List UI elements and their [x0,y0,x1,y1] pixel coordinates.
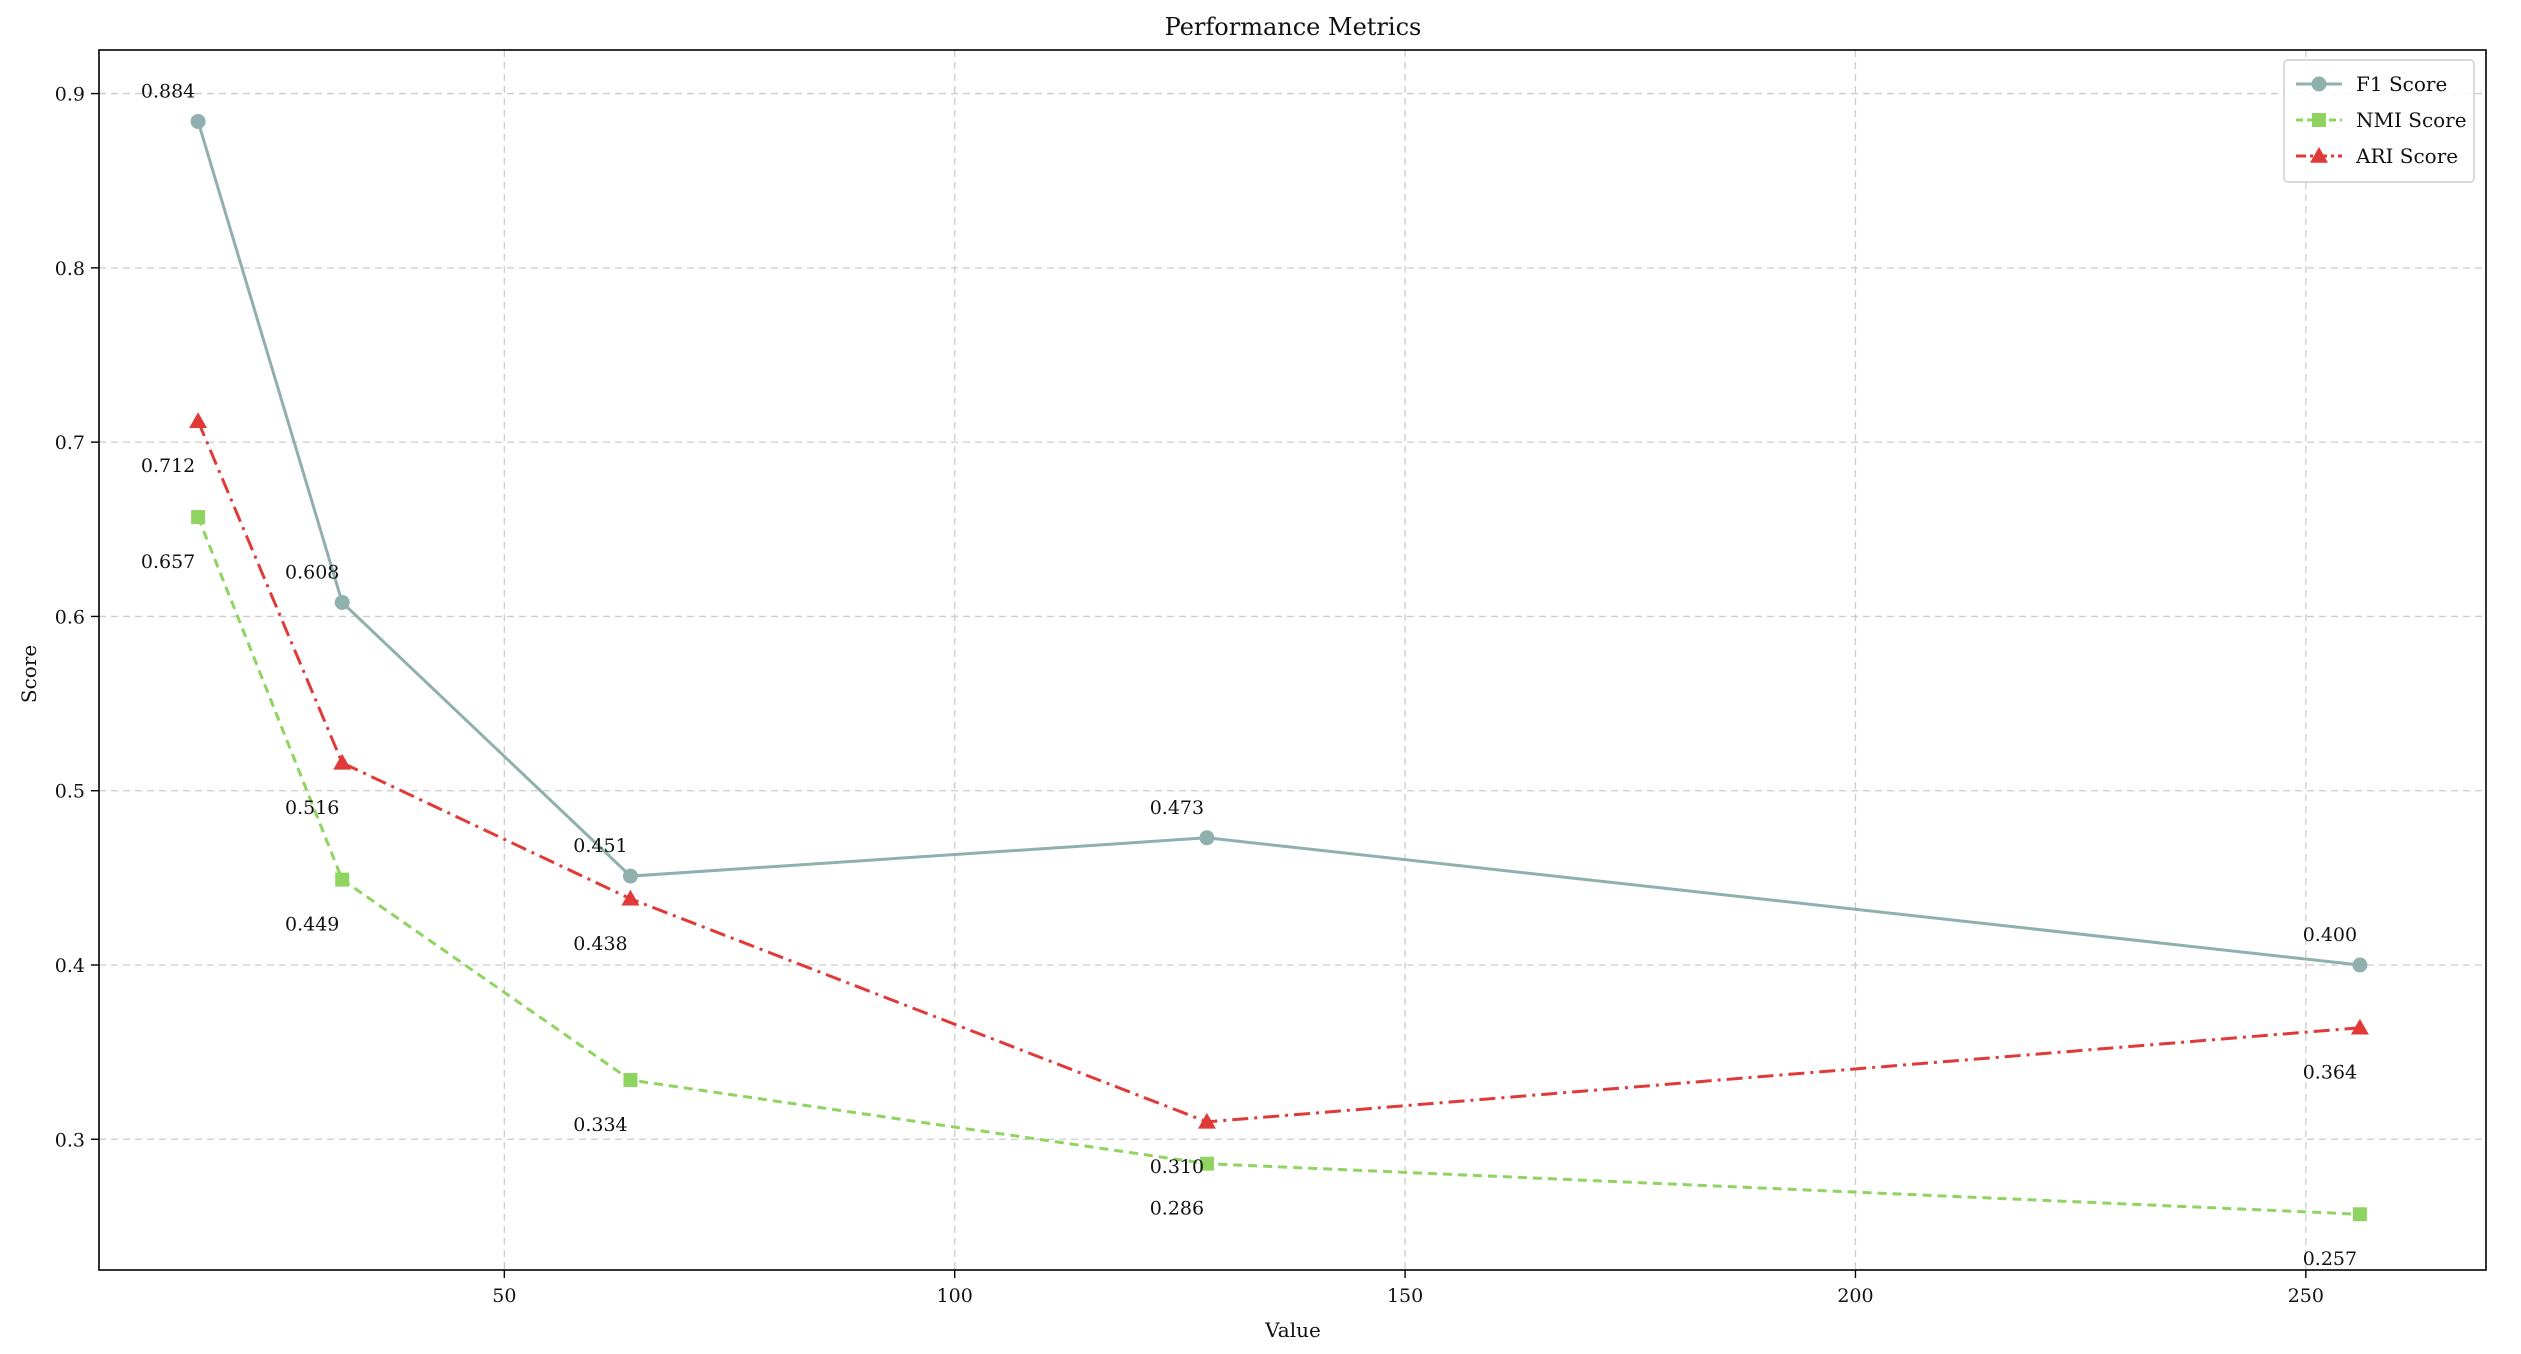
nmi-score-data-label: 0.286 [1150,1198,1204,1220]
nmi-score-point [623,1073,638,1088]
legend-item-f1-score: F1 Score [2296,72,2447,96]
nmi-score-point [1199,1156,1214,1171]
ari-score-point [189,412,208,428]
y-tick-label: 0.5 [55,781,85,803]
legend-item-ari-score: ARI Score [2296,144,2458,168]
x-tick-label: 100 [937,1285,973,1307]
x-tick-label: 250 [2288,1285,2324,1307]
nmi-score-data-label: 0.334 [573,1114,627,1136]
f1-score-line [196,121,2361,967]
legend-item-nmi-score: NMI Score [2296,108,2467,132]
chart-title: Performance Metrics [1165,13,1422,41]
legend-label-f1-score: F1 Score [2356,72,2447,96]
ari-score-series [189,412,2369,1129]
f1-score-data-label: 0.884 [141,80,195,102]
nmi-score-line [196,516,2360,1216]
nmi-score-point [335,872,350,887]
f1-score-point [1199,830,1215,846]
x-tick-label: 150 [1387,1285,1423,1307]
legend-box [2283,59,2475,183]
ari-score-data-label: 0.438 [573,933,627,955]
legend-label-ari-score: ARI Score [2355,144,2458,168]
y-axis-label: Score [17,645,41,703]
f1-score-point [622,868,638,884]
legend-marker-nmi-score [2312,113,2326,127]
legend-label-nmi-score: NMI Score [2356,108,2467,132]
axis-ticks: 50 100 150 200 250 0.3 0.4 0.5 0.6 0.7 0.8 0.9 [55,84,2324,1307]
legend-marker-ari-score [2310,147,2328,163]
ari-score-point [1197,1112,1216,1129]
series-layer [189,113,2369,1222]
ari-score-point [333,753,352,770]
f1-score-point [2352,957,2368,973]
nmi-score-data-label: 0.657 [141,551,195,573]
nmi-score-data-label: 0.449 [285,914,339,936]
ari-score-point [621,889,640,906]
ari-score-data-label: 0.364 [2303,1062,2357,1084]
f1-score-point [334,594,350,610]
f1-score-point [190,113,206,129]
y-tick-label: 0.3 [55,1129,85,1151]
f1-score-data-label: 0.400 [2303,924,2357,946]
grid [99,50,2486,1270]
nmi-score-point [191,510,206,525]
y-tick-label: 0.7 [55,432,85,454]
legend: F1 Score NMI Score ARI Score [2283,59,2475,183]
y-tick-label: 0.9 [55,84,85,106]
data-labels: 0.884 0.608 0.451 0.473 0.400 0.657 0.449 0.334… [141,80,2357,1270]
x-tick-label: 200 [1837,1285,1873,1307]
y-tick-label: 0.8 [55,258,85,280]
nmi-score-point [2352,1207,2367,1222]
ari-score-point [2350,1018,2369,1035]
f1-score-data-label: 0.608 [285,561,339,583]
f1-score-data-label: 0.451 [573,835,627,857]
plot-frame [98,49,2487,1271]
x-axis-label: Value [1264,1318,1321,1342]
f1-score-series [190,113,2368,973]
nmi-score-data-label: 0.257 [2303,1248,2357,1270]
legend-marker-f1-score [2311,76,2327,92]
x-tick-label: 50 [492,1285,516,1307]
nmi-score-series [191,510,2367,1222]
ari-score-data-label: 0.712 [141,455,195,477]
y-tick-label: 0.4 [55,955,85,977]
ari-score-data-label: 0.516 [285,797,339,819]
y-tick-label: 0.6 [55,606,85,628]
f1-score-data-label: 0.473 [1150,797,1204,819]
ari-score-data-label: 0.310 [1150,1156,1204,1178]
